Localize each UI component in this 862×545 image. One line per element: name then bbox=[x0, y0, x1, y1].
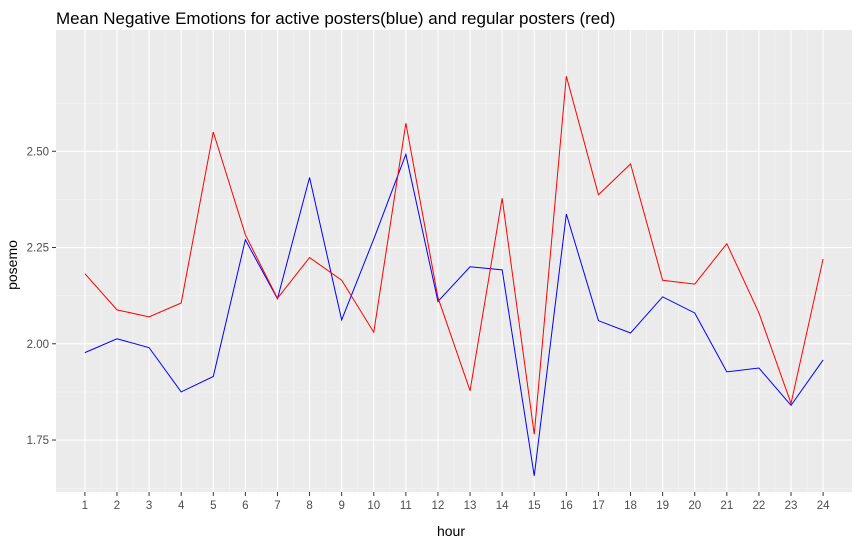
major-gridlines bbox=[56, 30, 852, 492]
x-tick-label: 19 bbox=[656, 500, 669, 512]
x-tick-label: 23 bbox=[785, 500, 798, 512]
series-layer bbox=[84, 76, 824, 476]
x-tick-label: 17 bbox=[592, 500, 605, 512]
x-tick-label: 21 bbox=[720, 500, 733, 512]
x-tick-label: 5 bbox=[210, 500, 216, 512]
x-tick-label: 2 bbox=[114, 500, 120, 512]
x-tick-label: 20 bbox=[688, 500, 701, 512]
x-tick-label: 7 bbox=[274, 500, 280, 512]
x-axis: 1 2 3 4 5 6 7 8 9 10 11 12 13 14 15 16 17 18 19 20 21 22 23 24 bbox=[82, 492, 830, 512]
chart-title: Mean Negative Emotions for active poster… bbox=[56, 9, 615, 28]
series-line-1 bbox=[84, 152, 824, 476]
x-tick-label: 16 bbox=[560, 500, 573, 512]
y-tick-label: 2.25 bbox=[27, 243, 49, 255]
x-tick-label: 6 bbox=[242, 500, 248, 512]
x-tick-label: 15 bbox=[528, 500, 541, 512]
x-tick-label: 24 bbox=[817, 500, 830, 512]
x-tick-label: 1 bbox=[82, 500, 88, 512]
x-tick-label: 12 bbox=[432, 500, 445, 512]
y-tick-label: 2.00 bbox=[27, 339, 49, 351]
x-axis-title: hour bbox=[437, 523, 465, 539]
x-tick-label: 18 bbox=[624, 500, 637, 512]
x-tick-label: 3 bbox=[146, 500, 152, 512]
x-tick-label: 13 bbox=[464, 500, 477, 512]
minor-gridlines bbox=[56, 30, 852, 492]
y-tick-label: 1.75 bbox=[27, 435, 49, 447]
x-tick-label: 10 bbox=[367, 500, 380, 512]
x-tick-label: 4 bbox=[178, 500, 185, 512]
x-tick-label: 11 bbox=[400, 500, 412, 512]
y-axis-title: posemo bbox=[4, 240, 20, 290]
series-line-2 bbox=[84, 76, 824, 435]
y-axis: 1.75 2.00 2.25 2.50 bbox=[27, 146, 56, 447]
x-tick-label: 14 bbox=[496, 500, 509, 512]
y-tick-label: 2.50 bbox=[27, 146, 49, 158]
x-tick-label: 9 bbox=[338, 500, 344, 512]
x-tick-label: 8 bbox=[306, 500, 312, 512]
x-tick-label: 22 bbox=[753, 500, 766, 512]
